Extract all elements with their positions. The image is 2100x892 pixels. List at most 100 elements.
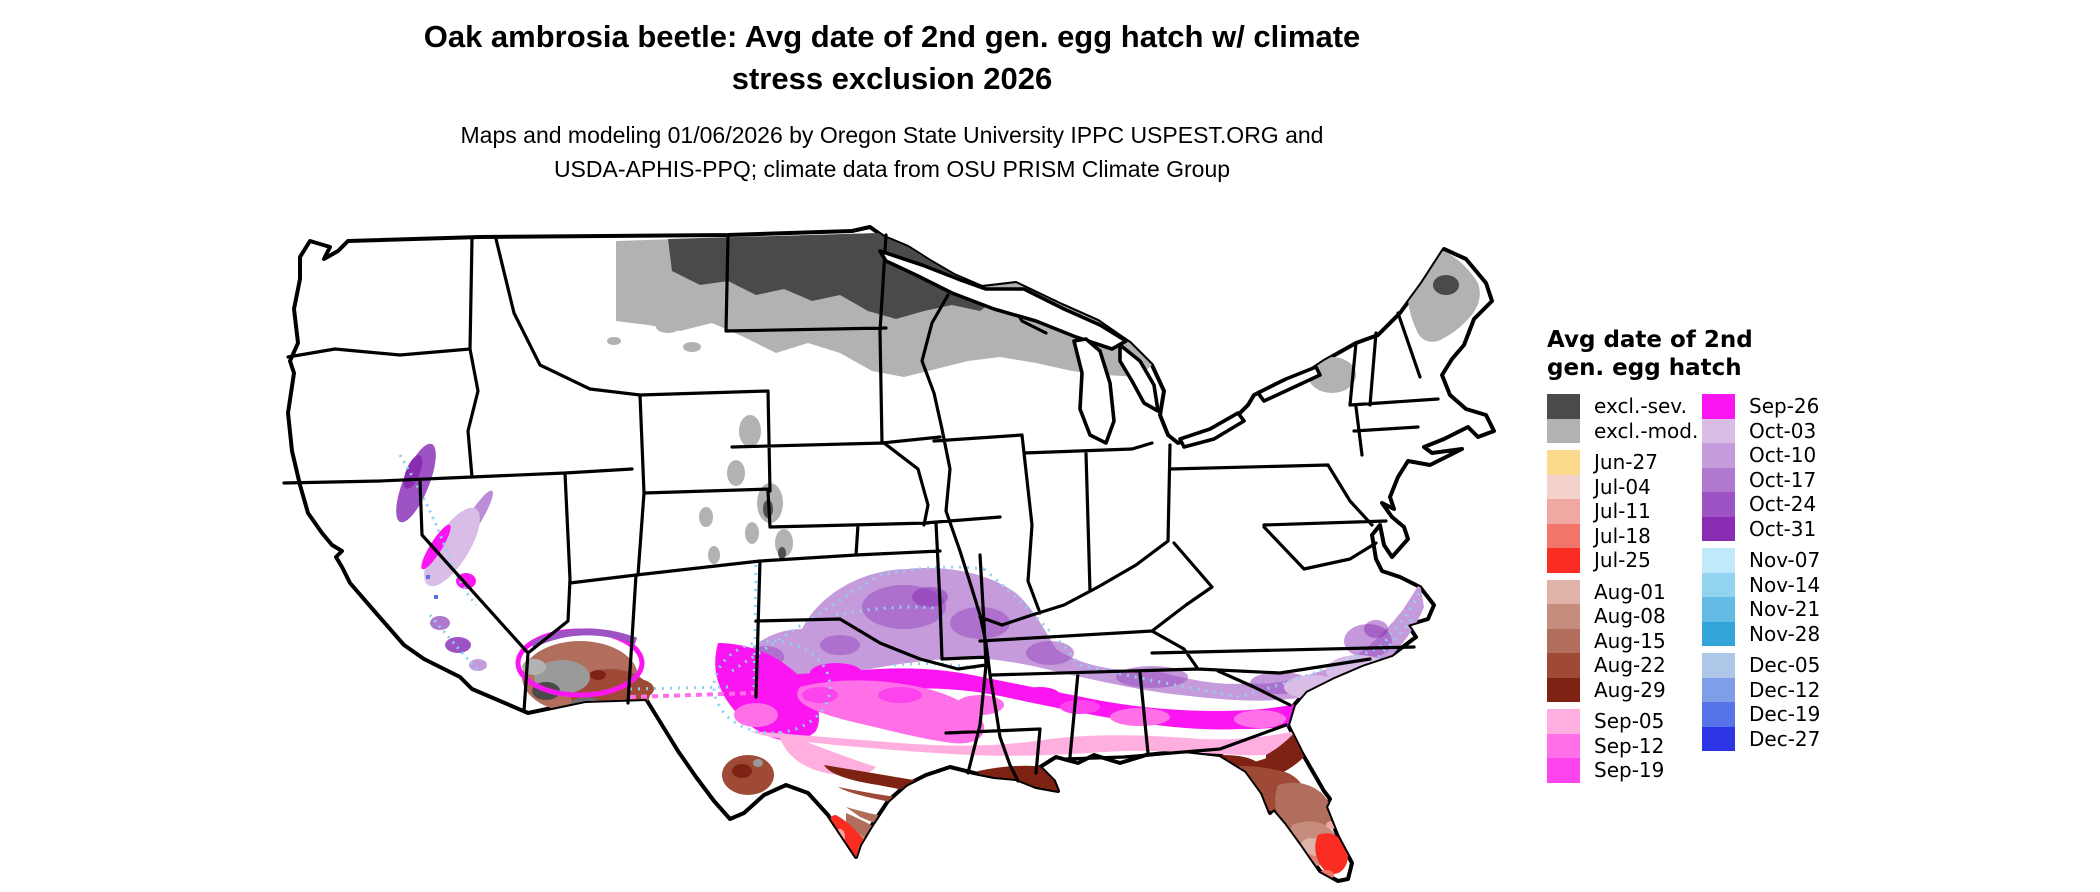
legend-row: Aug-08 (1547, 604, 1702, 629)
legend-color-swatch (1702, 677, 1735, 702)
legend-label: Oct-31 (1749, 516, 1817, 541)
map-region-july-reds (829, 815, 1348, 880)
map-region-exclusion-severe (668, 233, 1459, 559)
legend-row: Sep-26 (1702, 394, 1857, 419)
great-lakes (878, 249, 1322, 449)
legend-label: Nov-07 (1749, 548, 1821, 573)
legend-row: Sep-19 (1547, 758, 1702, 783)
legend-label: Jul-18 (1594, 523, 1651, 548)
map-region-november-cyan-speckles (629, 564, 1422, 735)
legend-row: Oct-03 (1702, 418, 1857, 443)
legend-color-swatch (1702, 418, 1735, 443)
legend-title-line1: Avg date of 2nd (1547, 327, 1753, 353)
legend-label: Jul-25 (1594, 548, 1651, 573)
legend-label: Nov-14 (1749, 572, 1821, 597)
legend-row: Dec-12 (1702, 677, 1857, 702)
map-region-california (396, 443, 493, 674)
legend-color-swatch (1702, 467, 1735, 492)
legend-row: Oct-31 (1702, 516, 1857, 541)
legend-label: Sep-12 (1594, 733, 1665, 758)
legend-color-swatch (1702, 572, 1735, 597)
legend-row: Aug-22 (1547, 653, 1702, 678)
map-subtitle: Maps and modeling 01/06/2026 by Oregon S… (0, 118, 1784, 186)
lake-ontario (1256, 365, 1322, 403)
legend-row: Dec-27 (1702, 726, 1857, 751)
legend-label: Dec-12 (1749, 677, 1821, 702)
legend-color-swatch (1547, 394, 1580, 419)
map-region-september-pinks (715, 643, 1363, 776)
legend-label: excl.-mod. (1594, 418, 1699, 443)
legend-label: Oct-24 (1749, 492, 1817, 517)
legend-row: Aug-15 (1547, 628, 1702, 653)
conus-map-svg (282, 225, 1496, 883)
legend-label: Dec-05 (1749, 653, 1821, 678)
legend-row: Sep-12 (1547, 733, 1702, 758)
legend-label: Aug-01 (1594, 579, 1666, 604)
legend-color-swatch (1702, 548, 1735, 573)
legend-row: Jul-11 (1547, 499, 1702, 524)
legend-color-swatch (1547, 628, 1580, 653)
map-legend: Avg date of 2nd gen. egg hatch excl.-sev… (1547, 326, 1967, 783)
legend-label: Jun-27 (1594, 450, 1658, 475)
legend-row: Jun-27 (1547, 450, 1702, 475)
legend-label: Oct-10 (1749, 443, 1817, 468)
legend-row: Nov-21 (1702, 597, 1857, 622)
lake-erie (1178, 411, 1246, 449)
legend-row: Sep-05 (1547, 709, 1702, 734)
legend-row: Nov-07 (1702, 548, 1857, 573)
legend-column-1: excl.-sev. excl.-mod. Jun-27 Jul-04 Jul-11 Ju… (1547, 394, 1702, 783)
legend-row: excl.-sev. (1547, 394, 1702, 419)
legend-color-swatch (1547, 733, 1580, 758)
legend-color-swatch (1547, 758, 1580, 783)
legend-label: Nov-21 (1749, 597, 1821, 622)
map-title-line1: Oak ambrosia beetle: Avg date of 2nd gen… (423, 19, 1361, 54)
legend-row: Oct-17 (1702, 467, 1857, 492)
us-choropleth-map (280, 225, 1500, 892)
legend-row: Jul-04 (1547, 474, 1702, 499)
legend-color-swatch (1702, 653, 1735, 678)
legend-color-swatch (1547, 709, 1580, 734)
legend-row: Dec-19 (1702, 702, 1857, 727)
legend-color-swatch (1702, 702, 1735, 727)
legend-row: Dec-05 (1702, 653, 1857, 678)
legend-row: Jul-18 (1547, 523, 1702, 548)
legend-color-swatch (1547, 579, 1580, 604)
legend-row: excl.-mod. (1547, 418, 1702, 443)
legend-row: Oct-10 (1702, 443, 1857, 468)
legend-label: Sep-26 (1749, 394, 1820, 419)
legend-row: Oct-24 (1702, 492, 1857, 517)
legend-color-swatch (1547, 523, 1580, 548)
legend-label: Nov-28 (1749, 621, 1821, 646)
legend-color-swatch (1547, 499, 1580, 524)
legend-color-swatch (1702, 621, 1735, 646)
map-subtitle-line2: USDA-APHIS-PPQ; climate data from OSU PR… (553, 156, 1231, 182)
legend-label: Dec-19 (1749, 702, 1821, 727)
legend-color-swatch (1547, 604, 1580, 629)
legend-label: Oct-03 (1749, 418, 1817, 443)
legend-label: Jul-04 (1594, 474, 1651, 499)
legend-label: Aug-29 (1594, 677, 1666, 702)
legend-color-swatch (1547, 450, 1580, 475)
legend-row: Nov-14 (1702, 572, 1857, 597)
legend-label: Sep-19 (1594, 758, 1665, 783)
legend-label: Sep-05 (1594, 709, 1665, 734)
map-title-line2: stress exclusion 2026 (731, 61, 1053, 96)
legend-row: Aug-29 (1547, 677, 1702, 702)
legend-row: Aug-01 (1547, 579, 1702, 604)
legend-label: Jul-11 (1594, 499, 1651, 524)
map-subtitle-line1: Maps and modeling 01/06/2026 by Oregon S… (460, 122, 1324, 148)
legend-color-swatch (1702, 394, 1735, 419)
legend-color-swatch (1702, 516, 1735, 541)
legend-color-swatch (1702, 597, 1735, 622)
legend-color-swatch (1547, 418, 1580, 443)
legend-columns: excl.-sev. excl.-mod. Jun-27 Jul-04 Jul-11 Ju… (1547, 394, 1967, 783)
state-boundaries (282, 233, 1440, 783)
legend-label: excl.-sev. (1594, 394, 1687, 419)
legend-color-swatch (1702, 492, 1735, 517)
legend-label: Oct-17 (1749, 467, 1817, 492)
legend-column-2: Sep-26 Oct-03 Oct-10 Oct-17 Oct-24 Oct-31 Nov-… (1702, 394, 1857, 783)
legend-color-swatch (1547, 677, 1580, 702)
legend-color-swatch (1547, 548, 1580, 573)
legend-row: Nov-28 (1702, 621, 1857, 646)
